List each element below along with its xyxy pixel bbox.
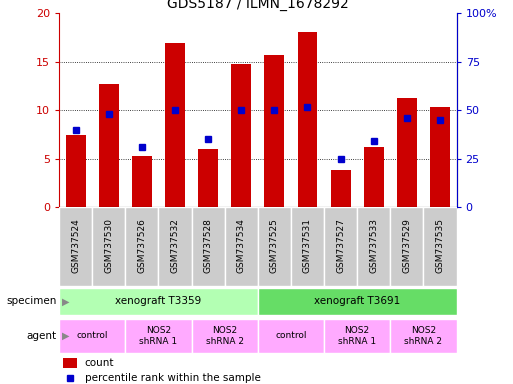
Bar [324,207,357,286]
Bar [59,288,258,315]
Text: NOS2
shRNA 1: NOS2 shRNA 1 [140,326,177,346]
Bar [331,170,350,207]
Text: ▶: ▶ [62,296,69,306]
Text: GSM737526: GSM737526 [137,218,146,273]
Bar [132,156,152,207]
Text: count: count [85,358,114,368]
Text: GSM737528: GSM737528 [204,218,212,273]
Bar [165,43,185,207]
Bar [63,358,77,368]
Bar [59,207,92,286]
Bar [258,207,291,286]
Text: control: control [76,331,108,341]
Text: GSM737532: GSM737532 [170,218,180,273]
Bar [159,207,191,286]
Bar [357,207,390,286]
Bar [125,319,191,353]
Bar [430,108,450,207]
Bar [324,319,390,353]
Bar [231,64,251,207]
Bar [198,149,218,207]
Text: GSM737533: GSM737533 [369,218,378,273]
Bar [66,135,86,207]
Text: GSM737525: GSM737525 [270,218,279,273]
Text: GSM737534: GSM737534 [236,218,246,273]
Bar [225,207,258,286]
Bar [92,207,125,286]
Text: NOS2
shRNA 2: NOS2 shRNA 2 [206,326,244,346]
Bar [423,207,457,286]
Bar [191,207,225,286]
Bar [191,319,258,353]
Text: GSM737527: GSM737527 [336,218,345,273]
Text: GSM737524: GSM737524 [71,218,80,273]
Bar [390,319,457,353]
Text: specimen: specimen [6,296,56,306]
Bar [298,32,318,207]
Text: percentile rank within the sample: percentile rank within the sample [85,372,261,383]
Bar [264,55,284,207]
Text: NOS2
shRNA 1: NOS2 shRNA 1 [338,326,376,346]
Bar [364,147,384,207]
Bar [291,207,324,286]
Bar [258,319,324,353]
Text: NOS2
shRNA 2: NOS2 shRNA 2 [404,326,442,346]
Text: GSM737529: GSM737529 [402,218,411,273]
Text: xenograft T3691: xenograft T3691 [314,296,400,306]
Bar [59,319,125,353]
Bar [125,207,159,286]
Text: ▶: ▶ [62,331,69,341]
Bar [258,288,457,315]
Text: GSM737531: GSM737531 [303,218,312,273]
Text: xenograft T3359: xenograft T3359 [115,296,202,306]
Text: GSM737535: GSM737535 [436,218,444,273]
Bar [98,84,119,207]
Text: GSM737530: GSM737530 [104,218,113,273]
Text: control: control [275,331,307,341]
Bar [397,98,417,207]
Bar [390,207,423,286]
Text: agent: agent [26,331,56,341]
Title: GDS5187 / ILMN_1678292: GDS5187 / ILMN_1678292 [167,0,349,11]
